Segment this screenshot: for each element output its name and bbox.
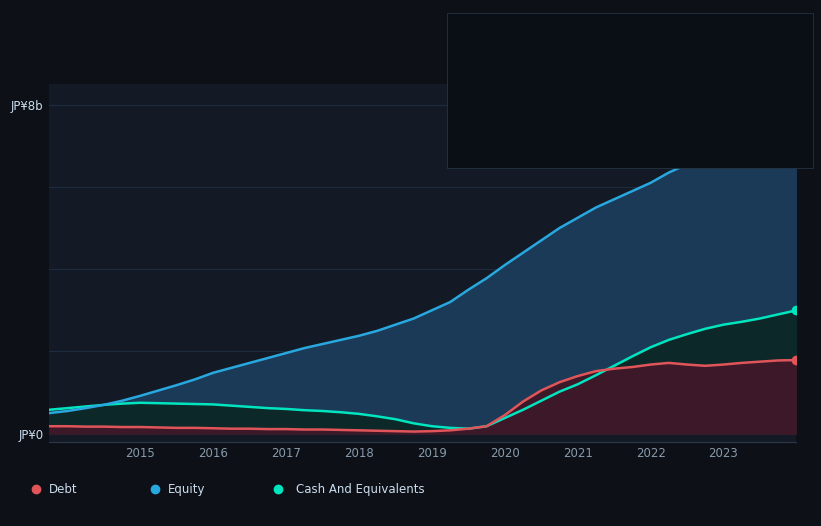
Text: Dec 31 2023: Dec 31 2023 — [458, 19, 545, 32]
FancyBboxPatch shape — [447, 13, 813, 168]
Text: Equity: Equity — [168, 483, 206, 495]
Text: JP¥2.998b: JP¥2.998b — [649, 135, 705, 145]
Text: Debt/Equity Ratio: Debt/Equity Ratio — [698, 117, 792, 127]
Text: JP¥1.789b: JP¥1.789b — [649, 59, 705, 69]
Text: JP¥7.085b: JP¥7.085b — [649, 90, 705, 100]
Text: Cash And Equivalents: Cash And Equivalents — [458, 135, 582, 145]
Text: Debt: Debt — [458, 59, 486, 69]
Text: Debt: Debt — [49, 483, 78, 495]
Text: Cash And Equivalents: Cash And Equivalents — [296, 483, 424, 495]
Text: Equity: Equity — [458, 90, 494, 100]
Text: 25.3%: 25.3% — [649, 117, 685, 127]
